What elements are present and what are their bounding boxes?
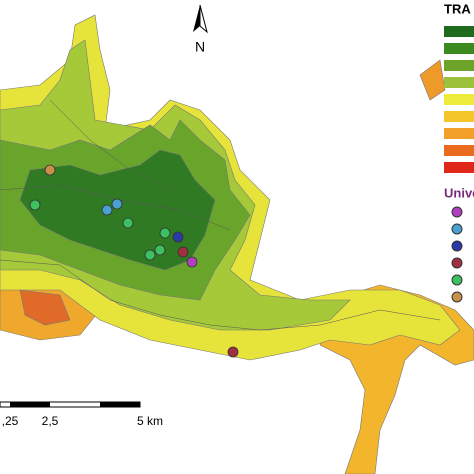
- arrow-half: [193, 5, 200, 32]
- zone-red-orange: [19, 289, 71, 326]
- legend-point: [451, 291, 463, 303]
- university-point: [227, 346, 239, 358]
- university-point: [144, 249, 156, 261]
- scale-label: ,25: [2, 414, 19, 428]
- scale-bar: ,25 2,5 5 km: [0, 401, 163, 428]
- zone-orange: [419, 59, 446, 101]
- university-point: [111, 198, 123, 210]
- legend-title: TRA: [444, 1, 471, 16]
- university-point: [44, 164, 56, 176]
- legend-point: [451, 274, 463, 286]
- legend: TRA Unive: [444, 1, 474, 303]
- legend-point: [451, 223, 463, 235]
- legend-swatch: [444, 26, 474, 37]
- university-point: [122, 217, 134, 229]
- legend-swatch: [444, 128, 474, 139]
- legend-point: [451, 240, 463, 252]
- map-areas: [0, 14, 474, 474]
- legend-swatch: [444, 145, 474, 156]
- university-point: [154, 244, 166, 256]
- university-point: [159, 227, 171, 239]
- scale-label: 5 km: [137, 414, 163, 428]
- university-points: [29, 164, 239, 358]
- university-point: [29, 199, 41, 211]
- university-point: [186, 256, 198, 268]
- arrow-half: [199, 4, 208, 34]
- road: [49, 99, 171, 191]
- legend-swatch: [444, 77, 474, 88]
- university-point: [101, 204, 113, 216]
- north-label: N: [195, 39, 205, 55]
- legend-point: [451, 206, 463, 218]
- legend-swatch: [444, 60, 474, 71]
- zone-dark-green: [19, 149, 216, 271]
- legend-section: Unive: [444, 185, 474, 200]
- university-point: [177, 246, 189, 258]
- road: [0, 259, 441, 331]
- legend-swatch: [444, 111, 474, 122]
- legend-swatch: [444, 162, 474, 173]
- north-arrow: N: [193, 4, 208, 55]
- scale-label: 2,5: [42, 414, 59, 428]
- university-point: [172, 231, 184, 243]
- legend-point: [451, 257, 463, 269]
- legend-swatch: [444, 43, 474, 54]
- scale-segment: [10, 402, 50, 407]
- scale-segment: [100, 402, 140, 407]
- legend-swatch: [444, 94, 474, 105]
